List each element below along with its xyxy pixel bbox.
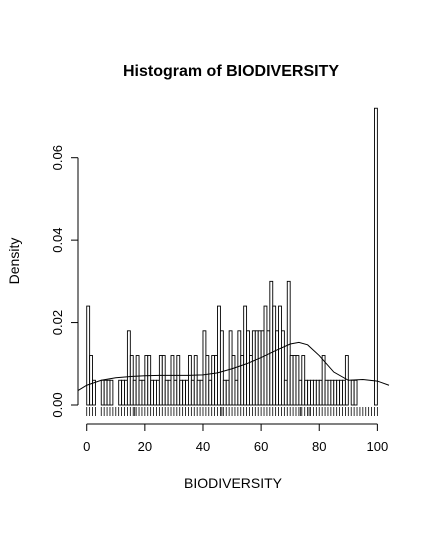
density-curve (77, 341, 390, 391)
y-tick-label: 0.06 (50, 145, 65, 170)
x-tick-label: 0 (83, 439, 90, 454)
x-tick-label: 100 (367, 439, 389, 454)
histogram-bars (86, 107, 378, 406)
y-tick-label: 0.00 (50, 392, 65, 417)
x-tick-label: 60 (254, 439, 268, 454)
x-tick-label: 20 (138, 439, 152, 454)
x-axis-label: BIODIVERSITY (184, 475, 283, 491)
x-axis: 0 20 40 60 80 100 (83, 423, 389, 454)
y-tick-label: 0.02 (50, 310, 65, 335)
x-tick-label: 80 (312, 439, 326, 454)
x-tick-label: 40 (196, 439, 210, 454)
y-axis: 0.00 0.02 0.04 0.06 (50, 145, 79, 418)
histogram-bar (219, 330, 224, 406)
rug-marks (86, 407, 378, 416)
y-axis-label: Density (6, 238, 22, 285)
y-tick-label: 0.04 (50, 227, 65, 252)
histogram-bar (374, 107, 378, 406)
histogram-bar (286, 280, 291, 406)
histogram-bar (109, 379, 114, 406)
density-curve-group (77, 341, 390, 391)
histogram-bar (353, 379, 358, 406)
histogram-bar (281, 330, 285, 406)
chart-title: Histogram of BIODIVERSITY (123, 63, 339, 80)
histogram-bar (92, 379, 96, 406)
